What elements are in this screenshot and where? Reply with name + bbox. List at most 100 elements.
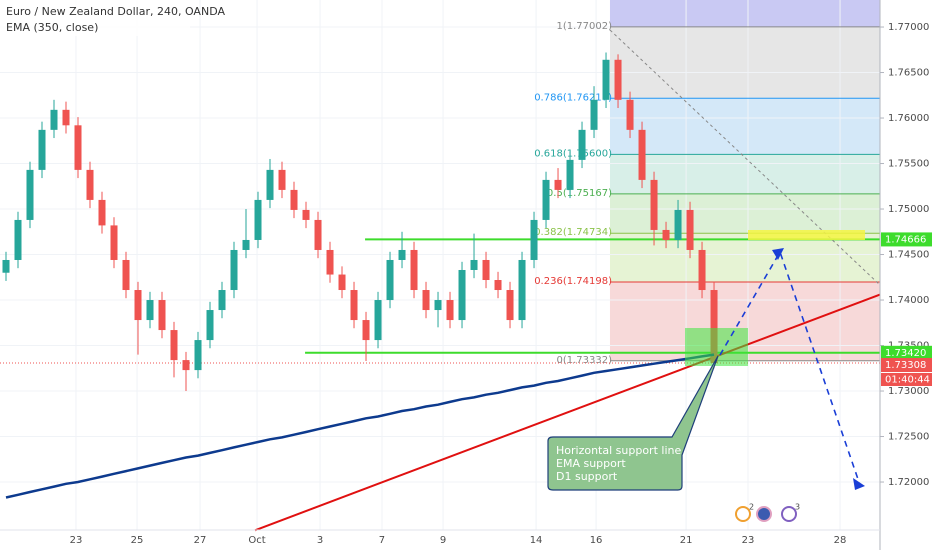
candle-body xyxy=(374,300,382,341)
x-tick-label: Oct xyxy=(248,535,265,546)
candle-body xyxy=(626,99,634,130)
target-zone xyxy=(748,230,865,240)
candle-body xyxy=(386,259,394,301)
candle-body xyxy=(182,360,190,371)
ema-line xyxy=(5,353,715,499)
axis-bg xyxy=(880,0,932,550)
indicator-name: EMA (350, close) xyxy=(6,21,98,34)
candle-body xyxy=(482,259,490,281)
callout-text: D1 support xyxy=(556,470,618,483)
fib-zone xyxy=(609,233,880,283)
level-label: 1.74666 xyxy=(885,234,926,245)
fib-zone xyxy=(609,26,880,99)
event-badge[interactable] xyxy=(756,506,772,522)
candle-body xyxy=(410,249,418,291)
candle-body xyxy=(566,159,574,190)
background xyxy=(0,0,880,530)
y-tick-label: 1.72000 xyxy=(888,477,929,488)
event-badge[interactable] xyxy=(735,506,751,522)
candle-body xyxy=(518,259,526,321)
x-tick-label: 3 xyxy=(317,535,323,546)
candle-body xyxy=(290,189,298,210)
candle-body xyxy=(686,209,694,250)
candle-body xyxy=(554,179,562,190)
candle-body xyxy=(602,59,610,100)
x-tick-label: 23 xyxy=(742,535,755,546)
fib-zone xyxy=(609,154,880,194)
countdown: 01:40:44 xyxy=(885,374,930,385)
x-tick-label: 7 xyxy=(379,535,385,546)
badge-count: 2 xyxy=(749,503,754,512)
candle-body xyxy=(458,269,466,321)
candle-body xyxy=(470,259,478,270)
level-label-bg xyxy=(881,345,932,360)
x-tick-label: 23 xyxy=(70,535,83,546)
candle-body xyxy=(242,239,250,250)
arrow-head xyxy=(853,478,865,490)
candle-body xyxy=(98,199,106,226)
candle-body xyxy=(206,310,214,341)
callout-text: EMA support xyxy=(556,457,626,470)
candle-body xyxy=(38,129,46,170)
candle-body xyxy=(110,225,118,260)
trend-line xyxy=(254,293,881,532)
last-price-label: 1.73308 xyxy=(885,360,926,371)
candle-body xyxy=(638,129,646,180)
callout xyxy=(547,355,719,491)
candle-body xyxy=(266,169,274,200)
candle-body xyxy=(26,169,34,220)
candle-body xyxy=(362,320,370,341)
fib-label: 1(1.77002) xyxy=(556,21,612,32)
y-tick-label: 1.72500 xyxy=(888,432,929,443)
candle-body xyxy=(350,290,358,321)
event-badge[interactable] xyxy=(781,506,797,522)
fib-label: 0.5(1.75167) xyxy=(547,188,612,199)
y-tick-label: 1.75500 xyxy=(888,159,929,170)
candle-body xyxy=(14,219,22,260)
y-tick-label: 1.75000 xyxy=(888,204,929,215)
arrow-head xyxy=(772,248,784,260)
candle-body xyxy=(74,125,82,170)
fib-zone xyxy=(609,98,880,155)
candle-body xyxy=(254,199,262,240)
candle-body xyxy=(446,300,454,321)
candle-body xyxy=(506,290,514,321)
x-tick-label: 27 xyxy=(194,535,207,546)
chart-title: Euro / New Zealand Dollar, 240, OANDA xyxy=(6,5,225,18)
candle-body xyxy=(86,169,94,200)
candle-body xyxy=(122,259,130,291)
candle-body xyxy=(158,300,166,331)
y-tick-label: 1.77000 xyxy=(888,22,929,33)
candle-body xyxy=(134,290,142,321)
candle-body xyxy=(698,249,706,291)
last-price-label-bg xyxy=(881,357,932,372)
level-label-bg xyxy=(881,232,932,247)
legend-bg xyxy=(0,0,190,36)
candle-body xyxy=(302,209,310,220)
candle-body xyxy=(590,99,598,130)
candle-body xyxy=(2,259,10,273)
y-tick-label: 1.76000 xyxy=(888,113,929,124)
candle-body xyxy=(194,340,202,371)
candle-body xyxy=(434,300,442,311)
fib-zone xyxy=(609,193,880,234)
candle-body xyxy=(170,330,178,361)
countdown-bg xyxy=(881,372,932,386)
x-tick-label: 9 xyxy=(440,535,446,546)
fib-trend xyxy=(609,29,881,286)
fib-label: 0.618(1.75600) xyxy=(534,148,612,159)
candle-body xyxy=(230,249,238,291)
candle-body xyxy=(278,169,286,190)
candle-body xyxy=(494,280,502,291)
fib-label: 0.382(1.74734) xyxy=(534,227,612,238)
level-label: 1.73420 xyxy=(885,348,926,359)
y-tick-label: 1.73000 xyxy=(888,386,929,397)
candle-body xyxy=(530,219,538,260)
candle-body xyxy=(662,229,670,240)
fib-zone xyxy=(609,0,880,27)
callout-text: Horizontal support line xyxy=(556,444,681,457)
candle-body xyxy=(674,209,682,240)
x-tick-label: 28 xyxy=(834,535,847,546)
candle-body xyxy=(314,219,322,250)
